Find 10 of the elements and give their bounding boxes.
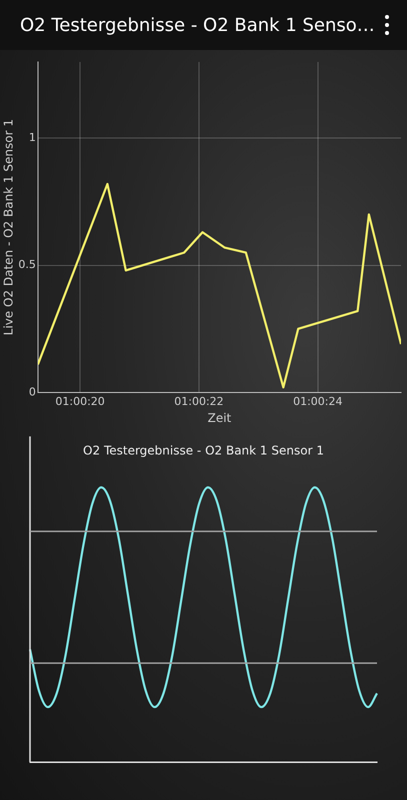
y-axis-title: Live O2 Daten - O2 Bank 1 Sensor 1 [1, 119, 16, 336]
y-tick-label: 0.5 [18, 258, 36, 272]
y-tick-label: 0 [28, 385, 36, 398]
chart-title: O2 Testergebnisse - O2 Bank 1 Senso… [20, 14, 375, 36]
x-tick-label: 01:00:20 [55, 394, 105, 408]
y-tick-label: 1 [28, 131, 36, 144]
chart-title: O2 Testergebnisse - O2 Bank 1 Sensor 1 [83, 443, 324, 458]
x-tick-label: 01:00:22 [174, 394, 224, 408]
x-axis-title: Zeit [208, 410, 232, 425]
x-tick-label: 01:00:24 [293, 394, 343, 408]
